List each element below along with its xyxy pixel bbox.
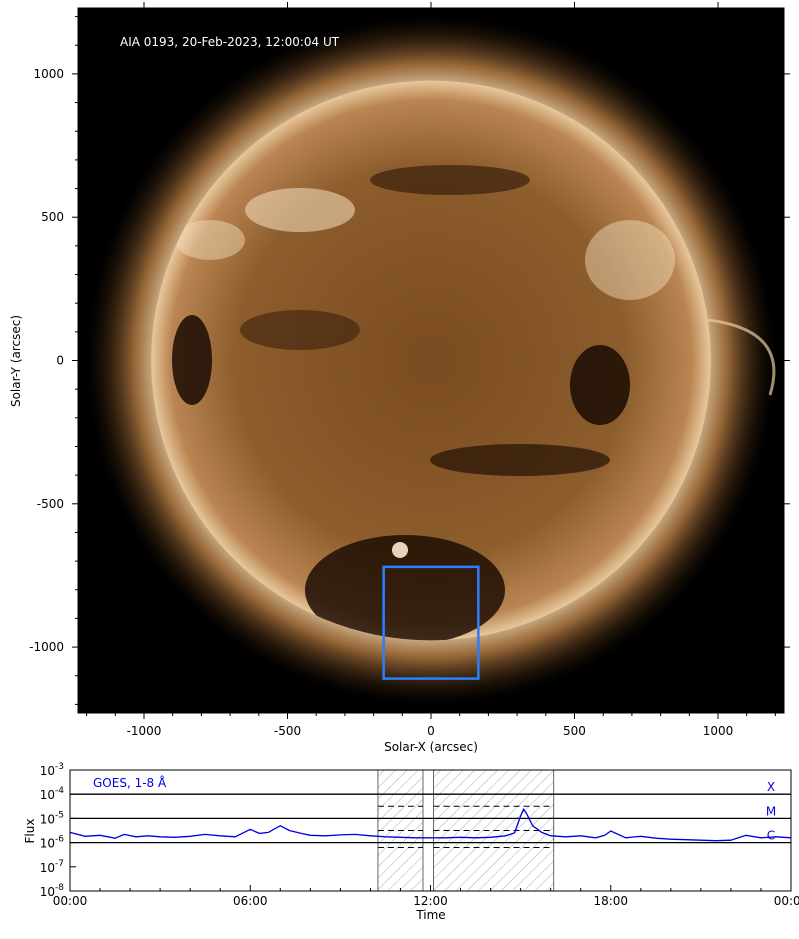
goes-x-tick-label: 00:00 [53,894,88,908]
coronal-hole-east [172,315,212,405]
image-y-tick-label: 1000 [33,67,64,81]
goes-y-tick-label: 10-4 [40,786,65,802]
disk-features [172,165,675,641]
active-region-ne [245,188,355,232]
bright-point [392,542,408,558]
limb-loops-west [707,318,776,396]
goes-class-label: C [767,829,775,843]
image-ylabel: Solar-Y (arcsec) [9,315,23,407]
goes-plot-area [70,770,791,891]
image-x-tick-label: 1000 [703,724,734,738]
active-region-nw [585,220,675,300]
image-title: AIA 0193, 20-Feb-2023, 12:00:04 UT [120,35,340,49]
goes-x-tick-label: 18:00 [593,894,628,908]
image-y-ticks: -1000 -500 0 500 1000 [29,16,790,705]
goes-x-ticks: 00:00 06:00 12:00 18:00 00:00 [53,885,799,908]
image-y-tick-label: -1000 [29,640,64,654]
active-region-e [175,220,245,260]
goes-ylabel: Flux [23,819,37,844]
goes-y-tick-label: 10-3 [40,762,64,778]
goes-x-tick-label: 06:00 [233,894,268,908]
goes-y-tick-label: 10-5 [40,810,64,826]
image-x-tick-label: 500 [563,724,586,738]
goes-legend: GOES, 1-8 Å [93,775,167,790]
goes-xlabel: Time [415,908,445,922]
highlight-box [382,565,480,680]
image-x-tick-label: -500 [274,724,301,738]
coronal-hole-west [570,345,630,425]
goes-y-tick-label: 10-6 [40,835,65,851]
coronal-hole-south [305,535,505,641]
goes-class-label: X [767,780,775,794]
image-xlabel: Solar-X (arcsec) [384,740,478,754]
dark-lane-north [370,165,530,195]
image-x-tick-label: -1000 [127,724,162,738]
goes-dashed-levels [377,805,554,848]
dark-lane-mid [240,310,360,350]
aia-image-panel: AIA 0193, 20-Feb-2023, 12:00:04 UT -1000… [9,2,790,754]
goes-y-tick-label: 10-7 [40,859,64,875]
goes-flare-class-lines: XMC [70,780,791,844]
image-x-ticks: -1000 -500 0 500 1000 [86,2,776,738]
goes-x-tick-label: 00:00 [774,894,799,908]
goes-x-tick-label: 12:00 [413,894,448,908]
image-y-tick-label: 0 [56,354,64,368]
image-x-tick-label: 0 [427,724,435,738]
dark-lane-centre [430,444,610,476]
goes-flux-line [69,807,792,842]
goes-class-label: M [766,804,776,818]
image-y-tick-label: -500 [37,497,64,511]
image-y-tick-label: 500 [41,210,64,224]
